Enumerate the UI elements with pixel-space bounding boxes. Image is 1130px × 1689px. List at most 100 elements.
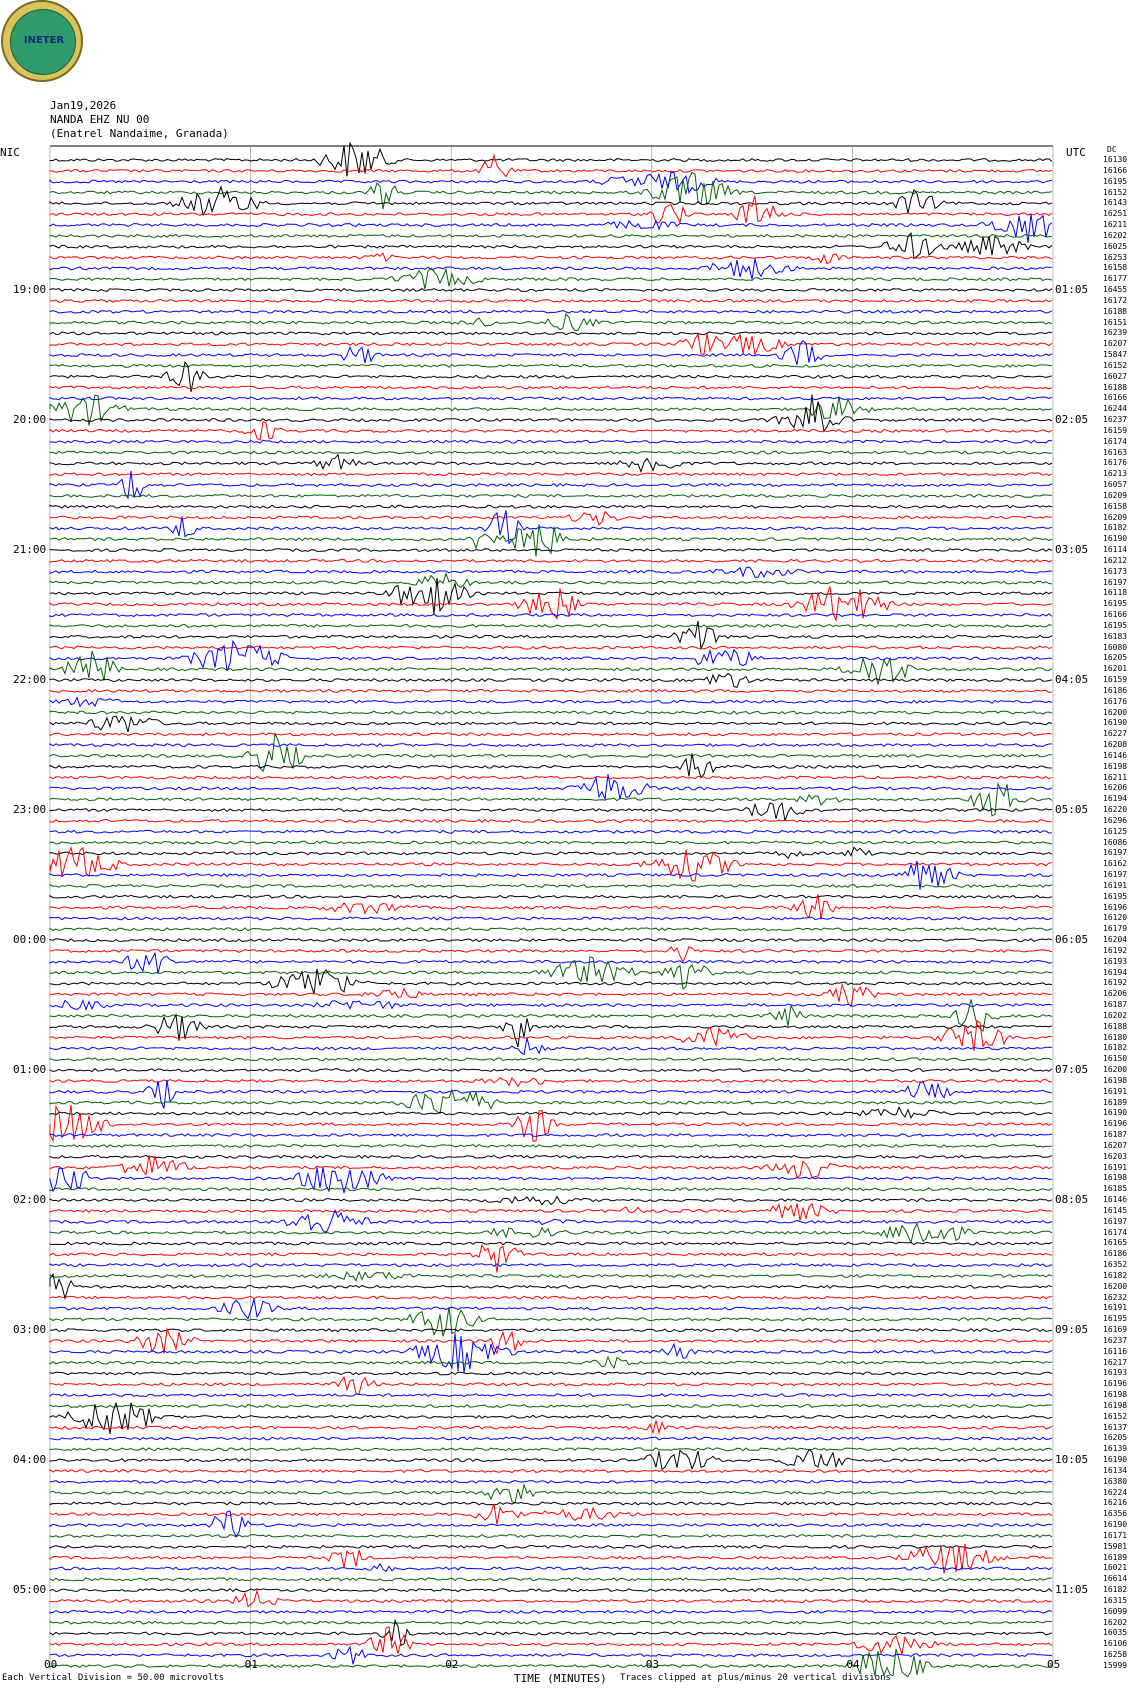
left-hour-label: 01:00	[13, 1063, 47, 1077]
seismic-trace	[49, 331, 1053, 336]
dc-value: 16207	[1103, 339, 1128, 349]
right-hour-label: 05:05	[1055, 803, 1089, 817]
left-timezone-label: NIC	[0, 146, 20, 159]
seismic-trace	[49, 1371, 1053, 1376]
dc-value: 16196	[1103, 902, 1128, 912]
seismic-trace	[49, 1333, 1053, 1373]
seismic-trace	[49, 258, 1053, 280]
dc-value: 16191	[1103, 1086, 1128, 1096]
dc-value: 16086	[1103, 837, 1128, 847]
seismic-trace	[49, 1404, 1053, 1408]
dc-value: 16190	[1103, 1455, 1128, 1465]
seismic-trace	[49, 840, 1053, 845]
x-tick-label: 03	[645, 1658, 660, 1671]
dc-value: 16187	[1103, 1000, 1128, 1010]
seismic-trace	[49, 1618, 1053, 1647]
dc-value: 16198	[1103, 1390, 1128, 1400]
right-hour-label: 11:05	[1055, 1583, 1089, 1597]
logo-text: INETER	[23, 35, 65, 46]
seismic-trace	[49, 731, 1053, 773]
seismic-trace	[49, 586, 1053, 623]
dc-value: 16195	[1103, 1314, 1128, 1324]
seismic-trace	[49, 1241, 1053, 1246]
dc-header-label: DC	[1107, 145, 1117, 154]
seismic-trace	[49, 141, 1053, 177]
dc-value: 16150	[1103, 1054, 1128, 1064]
logo-globe-icon	[10, 9, 76, 75]
x-axis-label: TIME (MINUTES)	[514, 1672, 607, 1685]
seismic-trace	[49, 1328, 1053, 1333]
dc-value: 16176	[1103, 696, 1128, 706]
dc-value: 16183	[1103, 631, 1128, 641]
dc-value: 16190	[1103, 1520, 1128, 1530]
seismic-trace	[49, 1202, 1053, 1221]
seismic-trace	[49, 1263, 1053, 1268]
dc-value: 16211	[1103, 220, 1128, 229]
seismic-trace	[49, 233, 1053, 238]
dc-value: 16027	[1103, 371, 1128, 381]
seismic-trace	[49, 623, 1053, 628]
seismic-trace	[49, 504, 1053, 509]
left-hour-label: 20:00	[13, 413, 47, 427]
dc-value: 16190	[1103, 718, 1128, 728]
seismic-trace	[49, 1420, 1053, 1435]
dc-value: 16196	[1103, 1379, 1128, 1389]
dc-value: 15847	[1103, 350, 1128, 360]
dc-value: 16182	[1103, 1270, 1128, 1280]
seismic-trace	[49, 1306, 1053, 1337]
footnote-clipping: Traces clipped at plus/minus 20 vertical…	[620, 1673, 891, 1683]
dc-value: 16224	[1103, 1487, 1128, 1497]
dc-value: 16202	[1103, 230, 1128, 240]
dc-value: 16197	[1103, 870, 1128, 880]
header-location: (Enatrel Nandaime, Granada)	[50, 127, 229, 140]
dc-value: 16188	[1103, 382, 1128, 392]
dc-value: 16195	[1103, 620, 1128, 630]
dc-value: 16191	[1103, 1303, 1128, 1313]
dc-value: 16172	[1103, 295, 1128, 305]
seismic-trace	[49, 946, 1053, 964]
left-hour-label: 03:00	[13, 1323, 47, 1337]
seismic-trace	[49, 1577, 1053, 1582]
left-hour-label: 19:00	[13, 283, 47, 296]
dc-value: 16200	[1103, 1065, 1128, 1075]
dc-value: 16253	[1103, 252, 1128, 262]
dc-value: 16455	[1103, 285, 1128, 294]
seismic-trace	[49, 1088, 1053, 1115]
dc-value: 16179	[1103, 924, 1128, 934]
seismic-trace	[49, 332, 1053, 357]
dc-value: 16145	[1103, 1205, 1128, 1215]
dc-value: 16197	[1103, 848, 1128, 858]
dc-value: 16209	[1103, 490, 1128, 500]
seismic-trace	[49, 742, 1053, 748]
x-tick-label: 05	[1047, 1658, 1061, 1671]
seismic-trace	[49, 1076, 1053, 1088]
dc-value: 16166	[1103, 610, 1128, 620]
dc-value: 16165	[1103, 1238, 1128, 1248]
dc-value: 16182	[1103, 1585, 1128, 1595]
dc-value: 16206	[1103, 989, 1128, 999]
dc-value: 16188	[1103, 306, 1128, 316]
seismic-trace	[49, 385, 1053, 390]
seismic-trace	[49, 510, 1053, 526]
left-hour-label: 05:00	[13, 1583, 47, 1597]
seismic-trace	[49, 1479, 1053, 1484]
dc-value: 16162	[1103, 859, 1128, 869]
dc-value: 16130	[1103, 155, 1128, 164]
seismic-trace	[49, 927, 1053, 932]
seismic-trace	[49, 510, 1053, 545]
seismic-trace	[49, 1068, 1053, 1073]
dc-value: 16166	[1103, 165, 1128, 175]
seismic-trace	[49, 894, 1053, 899]
seismic-trace	[49, 231, 1053, 260]
dc-value: 16152	[1103, 1411, 1128, 1421]
seismic-trace	[49, 938, 1053, 943]
dc-value: 16244	[1103, 404, 1128, 414]
dc-value: 16352	[1103, 1260, 1128, 1270]
dc-value: 16296	[1103, 815, 1128, 825]
dc-value: 16195	[1103, 891, 1128, 901]
seismic-trace	[49, 883, 1053, 888]
seismic-trace	[49, 774, 1053, 801]
dc-value: 16201	[1103, 664, 1128, 674]
seismic-trace	[49, 548, 1053, 553]
dc-value: 16152	[1103, 360, 1128, 370]
